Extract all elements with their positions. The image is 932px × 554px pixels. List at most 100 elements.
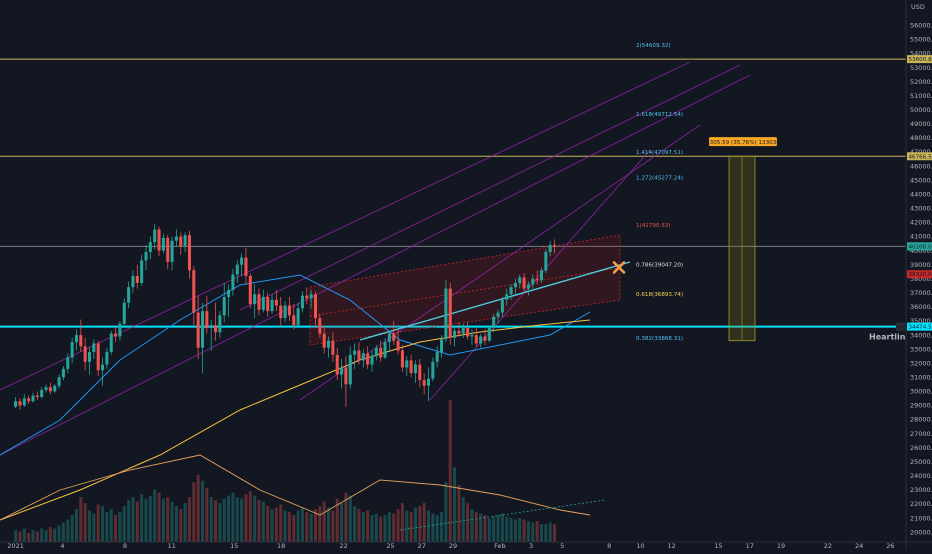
candle-body[interactable] bbox=[158, 229, 161, 250]
candle-body[interactable] bbox=[27, 398, 30, 401]
candle-body[interactable] bbox=[223, 297, 226, 315]
candle-body[interactable] bbox=[531, 279, 534, 285]
candle-body[interactable] bbox=[231, 275, 234, 290]
candle-body[interactable] bbox=[149, 242, 152, 252]
candle-body[interactable] bbox=[53, 386, 56, 392]
candle-body[interactable] bbox=[297, 308, 300, 325]
candle-body[interactable] bbox=[131, 276, 134, 287]
candle-body[interactable] bbox=[323, 334, 326, 348]
candle-body[interactable] bbox=[510, 287, 513, 294]
candle-body[interactable] bbox=[110, 334, 113, 352]
candle-body[interactable] bbox=[318, 318, 321, 333]
candle-body[interactable] bbox=[284, 305, 287, 318]
candle-body[interactable] bbox=[262, 297, 265, 310]
candle-body[interactable] bbox=[362, 353, 365, 360]
candle-body[interactable] bbox=[101, 365, 104, 371]
candle-body[interactable] bbox=[488, 328, 491, 341]
candle-body[interactable] bbox=[366, 353, 369, 364]
candle-body[interactable] bbox=[266, 297, 269, 311]
candle-body[interactable] bbox=[336, 355, 339, 375]
candle-body[interactable] bbox=[353, 351, 356, 355]
candle-body[interactable] bbox=[370, 356, 373, 364]
candle-body[interactable] bbox=[405, 360, 408, 367]
candle-body[interactable] bbox=[523, 277, 526, 288]
candle-body[interactable] bbox=[192, 270, 195, 312]
candle-body[interactable] bbox=[444, 289, 447, 340]
candle-body[interactable] bbox=[479, 336, 482, 343]
candle-body[interactable] bbox=[171, 241, 174, 262]
candle-body[interactable] bbox=[340, 367, 343, 374]
candle-body[interactable] bbox=[105, 352, 108, 365]
candle-body[interactable] bbox=[475, 335, 478, 343]
candle-body[interactable] bbox=[114, 334, 117, 337]
candle-body[interactable] bbox=[514, 283, 517, 287]
candle-body[interactable] bbox=[40, 390, 43, 397]
candle-body[interactable] bbox=[431, 362, 434, 379]
candle-body[interactable] bbox=[23, 398, 26, 405]
candle-body[interactable] bbox=[544, 252, 547, 270]
candle-body[interactable] bbox=[62, 369, 65, 377]
candle-body[interactable] bbox=[553, 245, 556, 246]
candle-body[interactable] bbox=[505, 294, 508, 300]
candle-body[interactable] bbox=[14, 401, 17, 407]
candle-body[interactable] bbox=[127, 287, 130, 302]
candle-body[interactable] bbox=[84, 346, 87, 361]
candle-body[interactable] bbox=[45, 387, 48, 390]
candle-body[interactable] bbox=[540, 270, 543, 280]
candle-body[interactable] bbox=[375, 348, 378, 356]
candle-body[interactable] bbox=[314, 294, 317, 318]
candle-body[interactable] bbox=[397, 341, 400, 351]
candle-body[interactable] bbox=[384, 342, 387, 357]
candle-body[interactable] bbox=[179, 237, 182, 247]
candle-body[interactable] bbox=[292, 315, 295, 325]
candle-body[interactable] bbox=[58, 377, 61, 385]
candle-body[interactable] bbox=[418, 365, 421, 380]
candle-body[interactable] bbox=[357, 351, 360, 361]
candle-body[interactable] bbox=[166, 238, 169, 262]
candle-body[interactable] bbox=[123, 303, 126, 324]
candle-body[interactable] bbox=[175, 237, 178, 241]
candle-body[interactable] bbox=[497, 313, 500, 317]
candle-body[interactable] bbox=[271, 300, 274, 311]
candle-body[interactable] bbox=[462, 328, 465, 334]
candle-body[interactable] bbox=[301, 296, 304, 309]
candle-body[interactable] bbox=[66, 358, 69, 369]
candle-body[interactable] bbox=[214, 325, 217, 332]
candle-body[interactable] bbox=[344, 367, 347, 384]
candle-body[interactable] bbox=[453, 331, 456, 338]
candle-body[interactable] bbox=[236, 265, 239, 275]
candle-body[interactable] bbox=[188, 235, 191, 270]
candle-body[interactable] bbox=[97, 344, 100, 371]
candle-body[interactable] bbox=[153, 229, 156, 242]
candle-body[interactable] bbox=[470, 335, 473, 336]
candle-body[interactable] bbox=[310, 294, 313, 298]
candle-body[interactable] bbox=[197, 313, 200, 348]
candle-body[interactable] bbox=[379, 348, 382, 358]
candle-body[interactable] bbox=[388, 334, 391, 342]
candle-body[interactable] bbox=[518, 277, 521, 283]
candle-body[interactable] bbox=[79, 335, 82, 346]
candle-body[interactable] bbox=[331, 341, 334, 355]
candle-body[interactable] bbox=[549, 245, 552, 252]
candle-body[interactable] bbox=[92, 344, 95, 352]
candle-body[interactable] bbox=[88, 352, 91, 362]
candle-body[interactable] bbox=[75, 335, 78, 342]
candle-body[interactable] bbox=[136, 276, 139, 283]
candle-body[interactable] bbox=[18, 401, 21, 405]
candle-body[interactable] bbox=[249, 276, 252, 304]
candle-body[interactable] bbox=[275, 300, 278, 306]
candle-body[interactable] bbox=[401, 351, 404, 368]
candle-body[interactable] bbox=[71, 342, 74, 357]
candle-body[interactable] bbox=[440, 339, 443, 352]
candle-body[interactable] bbox=[205, 311, 208, 328]
candle-body[interactable] bbox=[210, 325, 213, 328]
candle-body[interactable] bbox=[279, 305, 282, 318]
candle-body[interactable] bbox=[527, 284, 530, 288]
candle-body[interactable] bbox=[257, 294, 260, 309]
candle-body[interactable] bbox=[423, 380, 426, 386]
candle-body[interactable] bbox=[140, 260, 143, 283]
candle-body[interactable] bbox=[536, 279, 539, 280]
candle-body[interactable] bbox=[410, 360, 413, 373]
